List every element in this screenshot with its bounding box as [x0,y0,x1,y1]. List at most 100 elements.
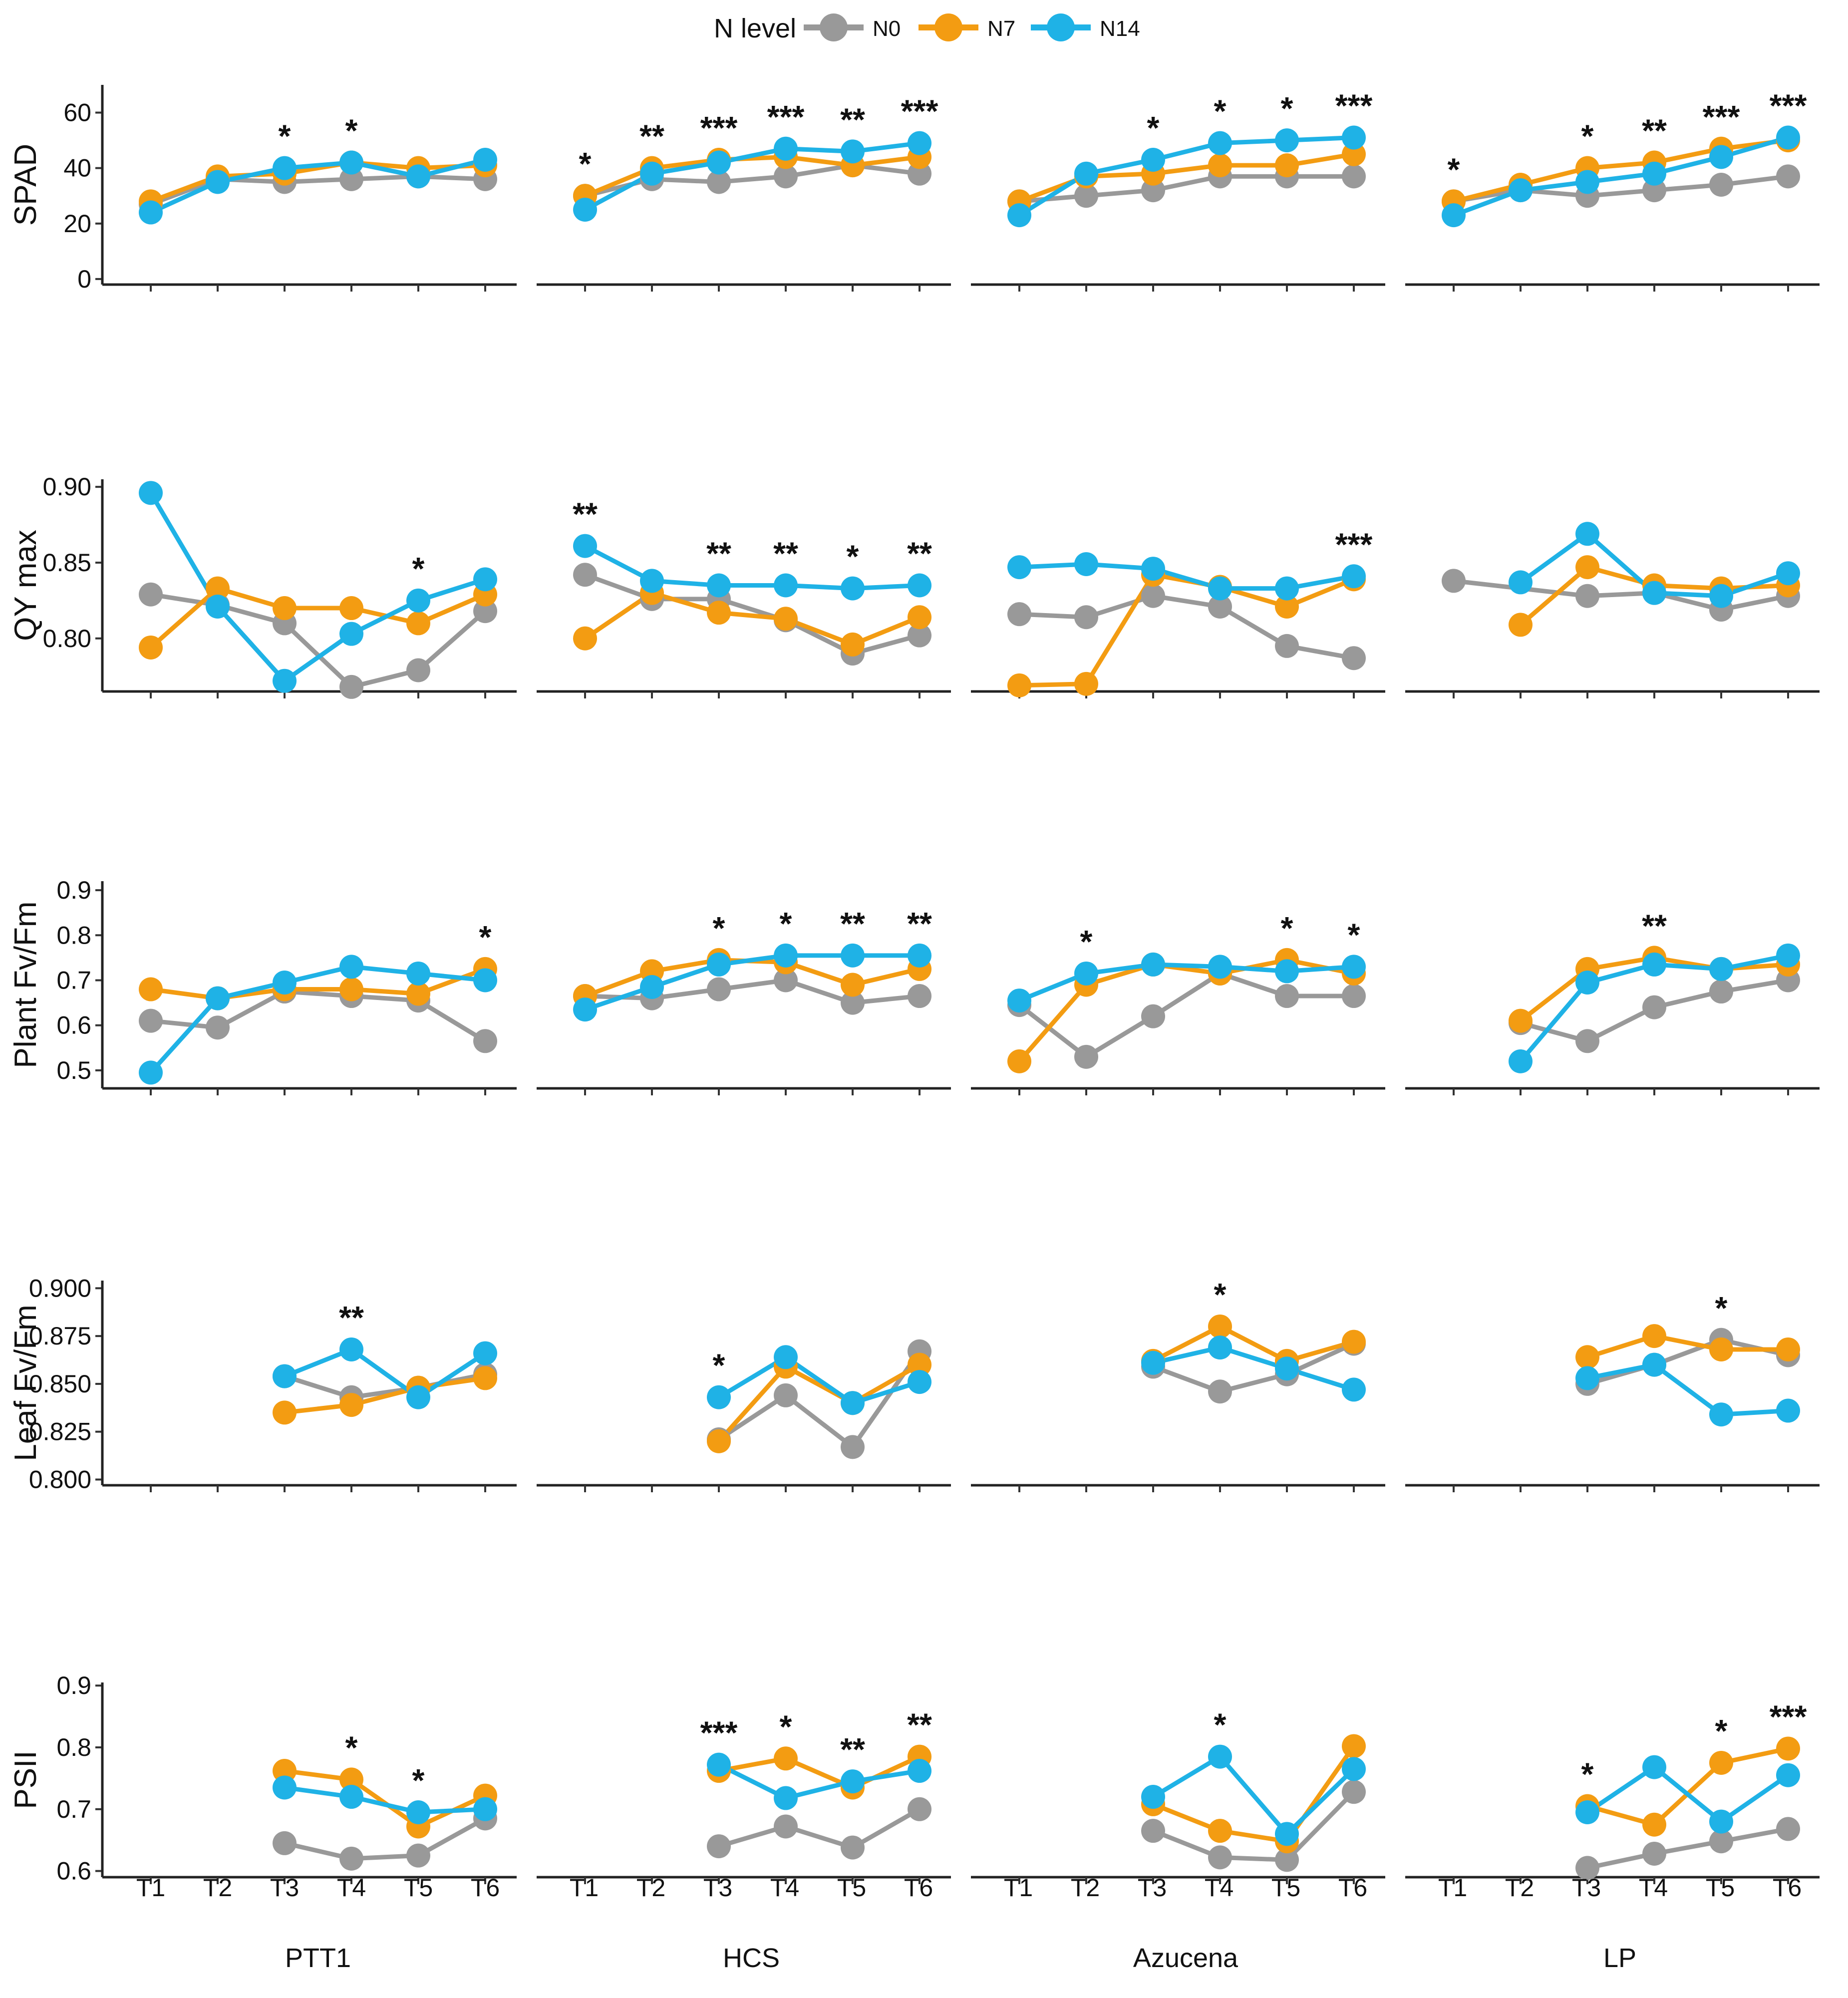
series-line-n7 [284,1375,486,1415]
data-point-n0 [1141,1004,1165,1028]
series-line-n14 [717,1762,920,1801]
data-point-n0 [273,1831,297,1855]
series-line-n0 [1453,578,1789,612]
y-tick-label: 0.825 [29,1418,91,1446]
series-line-n7 [584,154,920,198]
series-line-n14 [1586,1765,1790,1824]
data-point-n7 [339,1393,363,1417]
data-point-n7 [774,607,798,631]
data-point-n7 [707,1429,731,1453]
data-point-n14 [908,943,931,968]
data-point-n14 [1141,952,1165,977]
data-point-n14 [1442,203,1466,228]
data-point-n0 [1709,980,1733,1004]
y-tick-label: 0.6 [56,1857,91,1885]
data-point-n14 [1141,1785,1165,1809]
panel-plant-fv-fm-ptt1: * [101,881,517,1095]
data-point-n7 [339,977,363,1001]
data-point-n7 [273,1400,297,1425]
y-tick-label: 0.850 [29,1370,91,1398]
series-line-n0 [284,1816,487,1861]
data-point-n14 [1074,552,1098,576]
series-line-n14 [284,1785,486,1815]
y-tick-label: 0.6 [56,1011,91,1039]
series-line-n7 [1586,1746,1789,1827]
data-point-n14 [774,1345,798,1369]
panel-leaf-fv-fm-azucena: * [971,1277,1385,1492]
data-point-n14 [1776,125,1800,150]
data-point-n14 [707,1385,731,1409]
data-point-n0 [573,563,597,587]
data-point-n7 [1575,555,1599,580]
data-point-n0 [1776,164,1800,189]
data-point-n7 [1007,673,1031,697]
significance-label: *** [767,99,805,135]
significance-label: *** [1703,99,1740,135]
significance-label: *** [1335,526,1373,562]
data-point-n14 [1342,955,1366,979]
x-tick-label: T2 [1071,1874,1100,1902]
data-point-n7 [1342,1330,1366,1354]
significance-label: * [780,906,792,942]
data-point-n0 [1208,1845,1232,1870]
data-point-n0 [841,1835,865,1860]
data-point-n14 [1342,1377,1366,1402]
significance-label: * [1281,910,1293,946]
data-point-n14 [1007,989,1031,1013]
data-point-n7 [908,605,931,630]
x-tick-label: T6 [471,1874,500,1902]
panel-spad-azucena: * * * *** [971,88,1385,292]
data-point-n14 [1275,128,1299,153]
y-tick-label: 60 [63,99,91,127]
data-point-n0 [1074,605,1098,630]
data-point-n7 [1074,671,1098,696]
data-point-n7 [1709,1750,1733,1775]
data-point-n0 [774,968,798,993]
legend-item-n7: N7 [919,13,1015,41]
panel-psii-azucena: * [971,1707,1385,1884]
data-point-n14 [339,622,363,646]
data-point-n0 [1208,595,1232,619]
data-point-n7 [841,973,865,997]
significance-label: ** [706,536,731,572]
data-point-n14 [1709,145,1733,169]
data-point-n0 [1275,1848,1299,1872]
data-point-n7 [1208,1819,1232,1843]
data-point-n0 [1642,178,1666,203]
y-tick-label: 0.800 [29,1466,91,1494]
series-line-n14 [1152,1754,1356,1836]
y-axis-title-spad: SPAD [8,144,43,226]
data-point-n14 [774,943,798,968]
series-line-n7 [1019,572,1355,688]
data-point-n14 [339,1337,363,1361]
significance-label: * [1715,1290,1728,1326]
panel-psii-hcs: *** ***** [537,1707,951,1884]
x-tick-label: T2 [203,1874,232,1902]
data-point-n14 [273,970,297,995]
data-point-n0 [1709,1829,1733,1854]
y-tick-label: 0.9 [56,1671,91,1699]
data-point-n7 [774,1746,798,1771]
data-point-n14 [1642,952,1666,977]
data-point-n0 [1442,569,1466,593]
y-tick-label: 0.7 [56,1795,91,1823]
data-point-n0 [707,1834,731,1859]
data-point-n14 [640,975,664,999]
significance-label: ** [907,1707,932,1743]
data-point-n14 [1275,959,1299,984]
significance-label: ** [840,101,865,137]
series-line-n14 [584,544,920,591]
data-point-n0 [473,599,497,624]
x-tick-label: T3 [1138,1874,1167,1902]
series-line-n14 [284,1347,487,1400]
series-line-n14 [1453,135,1789,218]
data-point-n0 [908,1797,931,1821]
data-point-n14 [1776,1398,1800,1423]
series-line-n0 [717,1350,922,1449]
data-point-n0 [908,984,931,1008]
data-point-n14 [1509,178,1533,203]
data-point-n14 [707,573,731,598]
data-point-n0 [1342,164,1366,189]
data-point-n0 [1642,995,1666,1019]
